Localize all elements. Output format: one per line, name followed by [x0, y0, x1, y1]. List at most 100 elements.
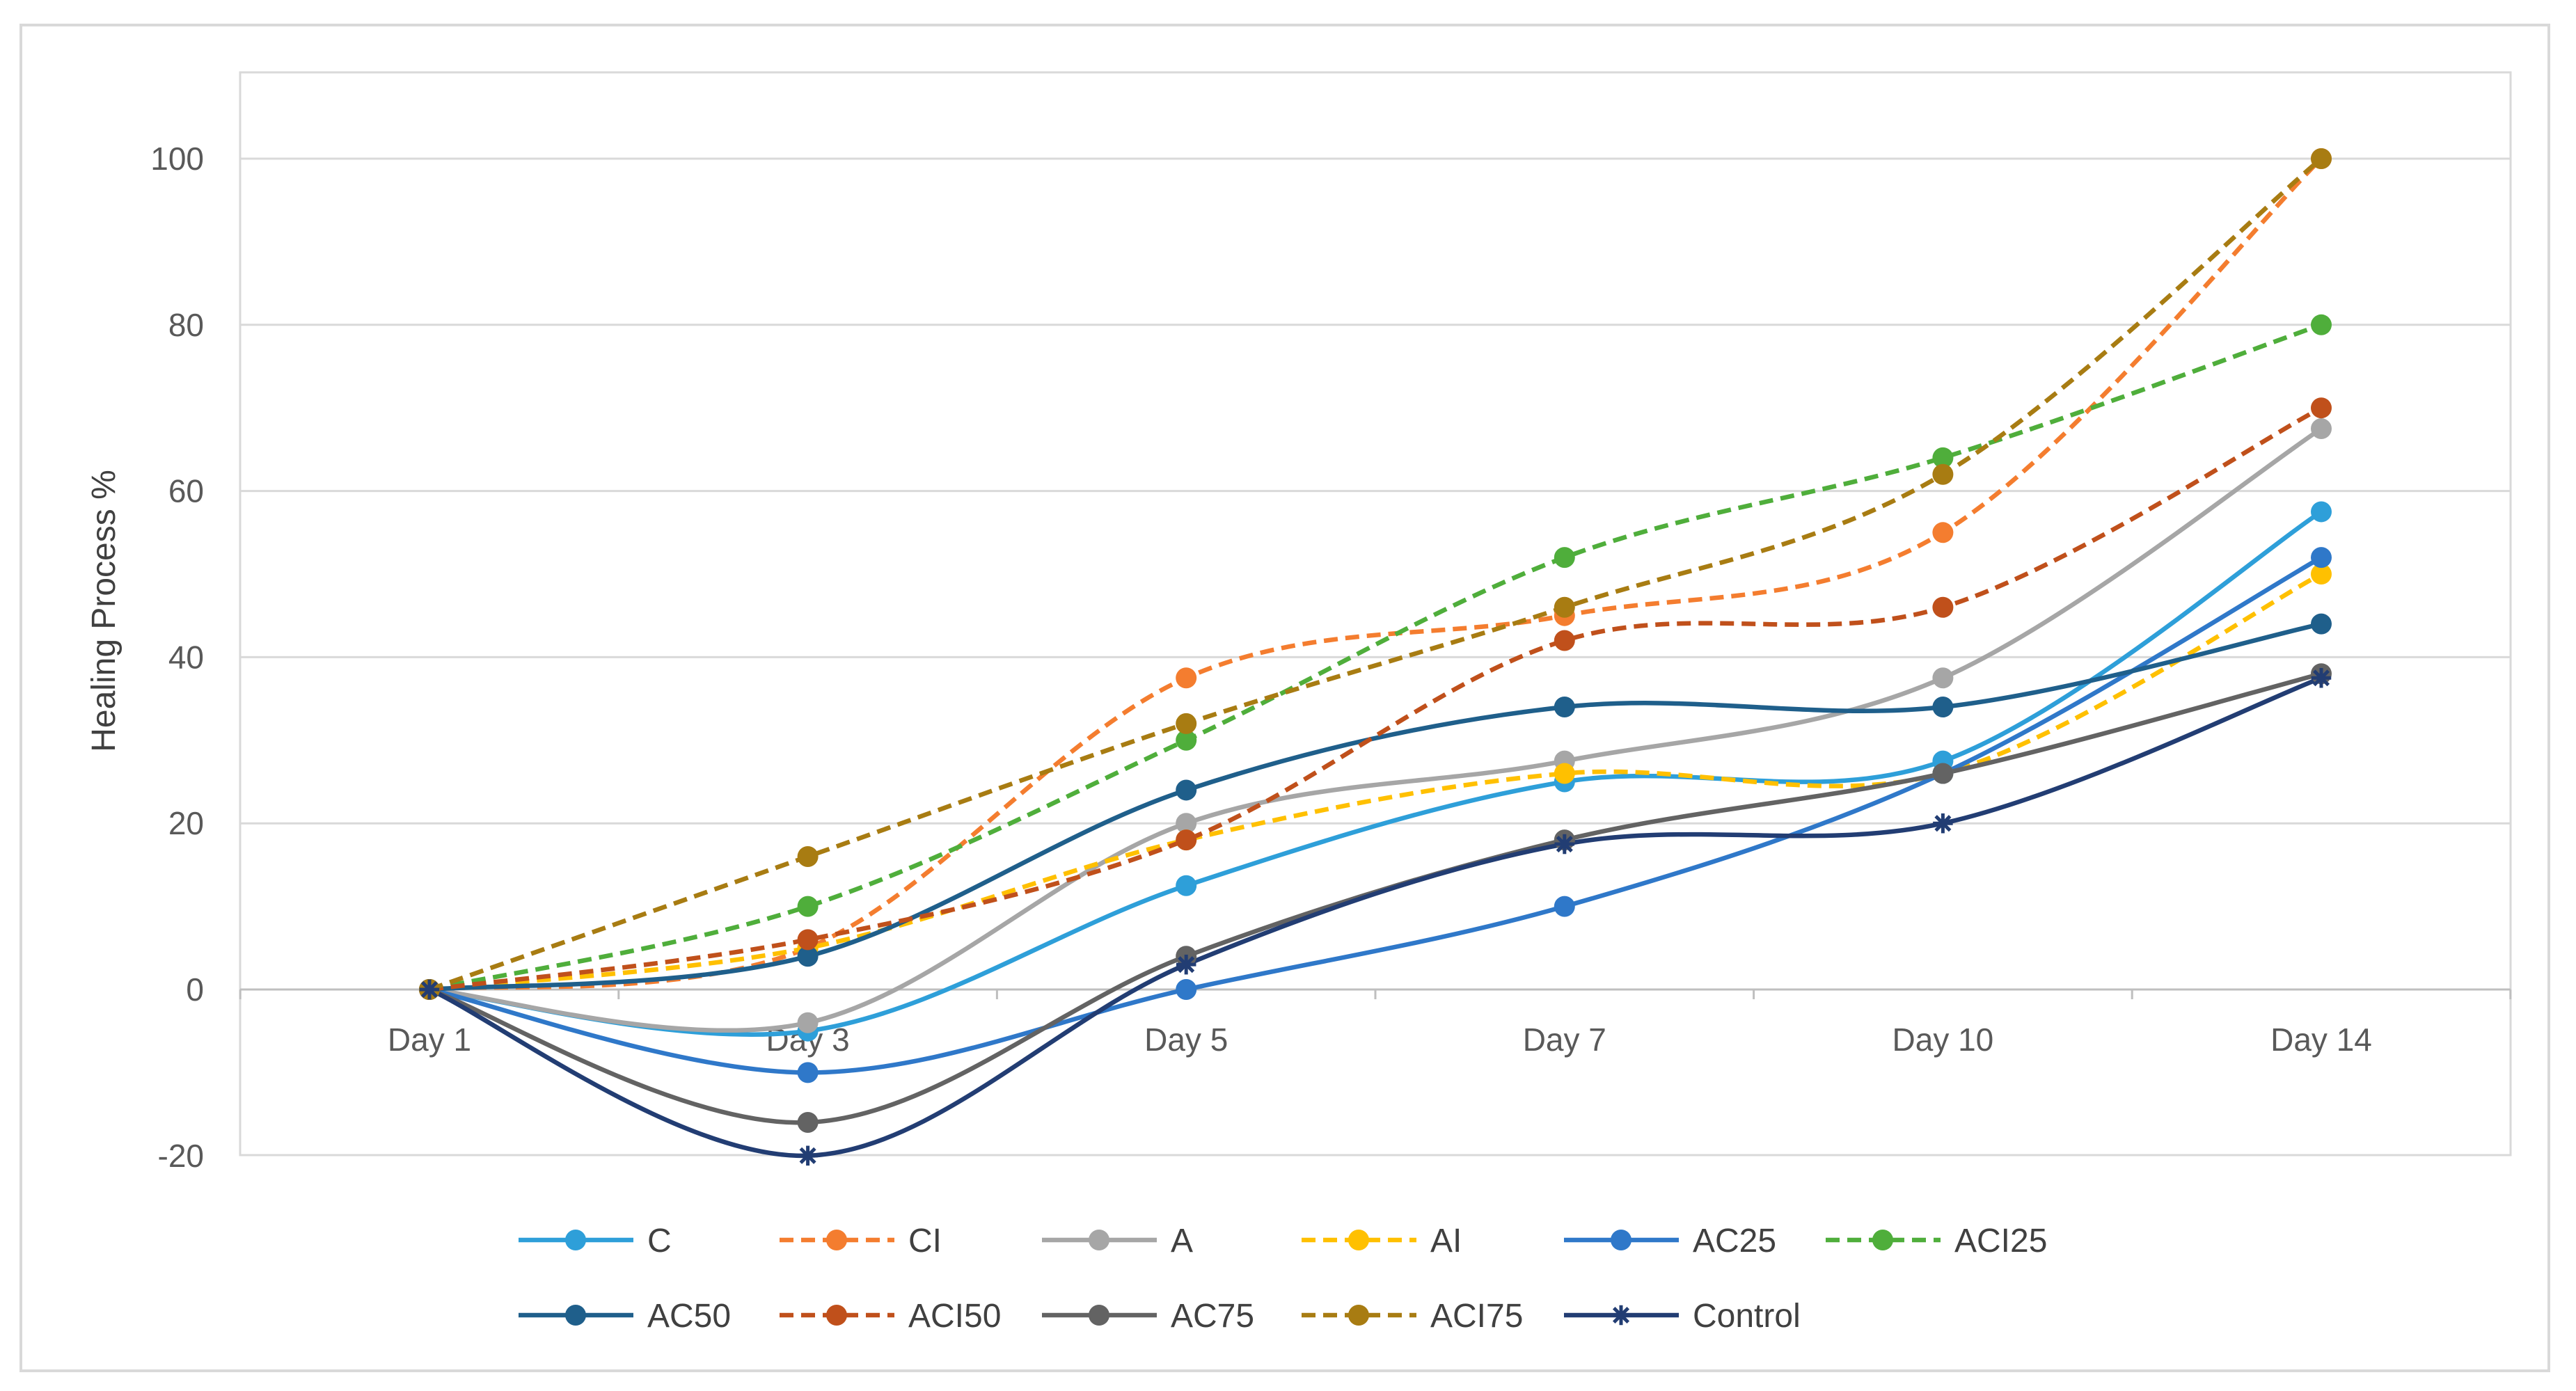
- data-point-ac75: [797, 1112, 819, 1134]
- data-point-aci75: [1176, 713, 1197, 734]
- data-point-a: [797, 1012, 819, 1033]
- data-point-control: [798, 1145, 818, 1166]
- legend-item-a: A: [1042, 1223, 1193, 1259]
- series-line-c: [427, 509, 2324, 1037]
- data-point-ac50: [2311, 613, 2332, 635]
- data-point-ac25: [1554, 896, 1575, 917]
- series-line-ac75: [427, 671, 2324, 1125]
- legend-marker: [565, 1230, 586, 1250]
- legend-label: C: [647, 1223, 672, 1259]
- x-tick-label: Day 10: [1893, 1022, 1994, 1058]
- legend-label: A: [1171, 1223, 1193, 1259]
- plot-area: [239, 71, 2512, 1156]
- data-point-aci75: [2311, 148, 2332, 169]
- y-tick-label: 20: [168, 805, 204, 841]
- series-lines: [427, 157, 2324, 1159]
- data-point-aci75: [1932, 463, 1954, 485]
- series-line-ac25: [427, 555, 2324, 1075]
- data-point-aci25: [2311, 314, 2332, 335]
- data-point-ac50: [1176, 779, 1197, 801]
- y-tick-label: 60: [168, 473, 204, 509]
- data-point-aci50: [2311, 397, 2332, 419]
- legend-marker: [1611, 1230, 1631, 1250]
- data-point-ac25: [1176, 979, 1197, 1000]
- legend-label: AC75: [1171, 1298, 1254, 1335]
- legend-label: ACI50: [908, 1298, 1001, 1335]
- legend-marker: [1089, 1230, 1109, 1250]
- data-point-ci: [1932, 522, 1954, 543]
- y-tick-label: 80: [168, 307, 204, 343]
- data-point-control: [2311, 668, 2332, 688]
- data-point-control: [1933, 813, 1953, 834]
- data-point-ci: [1176, 667, 1197, 689]
- data-point-c: [2311, 501, 2332, 523]
- data-point-aci75: [1554, 596, 1575, 618]
- data-point-aci25: [797, 896, 819, 917]
- legend-label: ACI25: [1954, 1223, 2047, 1259]
- x-tick-label: Day 7: [1523, 1022, 1606, 1058]
- chart-frame: [19, 24, 2550, 1372]
- legend-label: AC25: [1693, 1223, 1776, 1259]
- data-point-a: [1176, 813, 1197, 834]
- legend-label: Control: [1693, 1298, 1801, 1335]
- data-point-ai: [2311, 564, 2332, 585]
- data-point-c: [1176, 875, 1197, 896]
- data-point-ac75: [1932, 763, 1954, 784]
- series-line-aci75: [428, 157, 2323, 992]
- data-point-ac50: [1932, 697, 1954, 718]
- data-point-aci50: [1176, 829, 1197, 851]
- series-line-ai: [429, 572, 2323, 992]
- data-point-ac25: [2311, 547, 2332, 569]
- legend-label: AI: [1430, 1223, 1462, 1259]
- data-point-ai: [1554, 763, 1575, 784]
- legend-marker: [826, 1305, 847, 1326]
- legend-item-ai: AI: [1302, 1223, 1462, 1259]
- data-point-aci50: [1554, 630, 1575, 651]
- series-line-ci: [429, 157, 2323, 992]
- y-axis-title: Healing Process %: [86, 470, 123, 752]
- legend-label: AC50: [647, 1298, 731, 1335]
- series-line-a: [427, 426, 2324, 1033]
- y-tick-label: -20: [158, 1138, 204, 1174]
- series-markers: [419, 148, 2332, 1166]
- data-point-a: [2311, 418, 2332, 440]
- x-tick-label: Day 5: [1144, 1022, 1228, 1058]
- data-point-aci25: [1176, 729, 1197, 751]
- data-point-ac25: [797, 1062, 819, 1083]
- data-point-ac50: [797, 946, 819, 967]
- legend-item-ac25: AC25: [1564, 1223, 1776, 1259]
- legend-item-ac75: AC75: [1042, 1298, 1254, 1335]
- legend-marker: [1611, 1305, 1631, 1326]
- series-line-aci50: [429, 406, 2323, 992]
- data-point-a: [1932, 667, 1954, 689]
- gridlines: [240, 157, 2511, 825]
- data-point-ac50: [1554, 697, 1575, 718]
- legend-label: CI: [908, 1223, 942, 1259]
- legend-marker: [1872, 1230, 1893, 1250]
- legend-item-ci: CI: [780, 1223, 942, 1259]
- series-line-control: [427, 676, 2324, 1159]
- legend-marker: [1348, 1230, 1369, 1250]
- legend-marker: [565, 1305, 586, 1326]
- x-tick-label: Day 14: [2270, 1022, 2372, 1058]
- legend-item-ac50: AC50: [519, 1298, 731, 1335]
- y-tick-label: 40: [168, 639, 204, 675]
- x-tick-label: Day 1: [388, 1022, 471, 1058]
- y-tick-label: 0: [186, 971, 204, 1008]
- legend-marker: [1348, 1305, 1369, 1326]
- data-point-control: [419, 979, 440, 1000]
- y-tick-label: 100: [150, 141, 204, 177]
- legend-label: ACI75: [1430, 1298, 1523, 1335]
- data-point-control: [1176, 954, 1196, 975]
- legend-item-aci25: ACI25: [1826, 1223, 2047, 1259]
- data-point-aci25: [1554, 547, 1575, 569]
- legend-item-aci75: ACI75: [1302, 1298, 1523, 1335]
- legend-item-c: C: [519, 1223, 672, 1259]
- legend-item-aci50: ACI50: [780, 1298, 1001, 1335]
- data-point-aci25: [1932, 447, 1954, 468]
- legend-marker: [826, 1230, 847, 1250]
- data-point-control: [1554, 834, 1575, 855]
- data-point-aci75: [797, 845, 819, 867]
- legend-marker: [1089, 1305, 1109, 1326]
